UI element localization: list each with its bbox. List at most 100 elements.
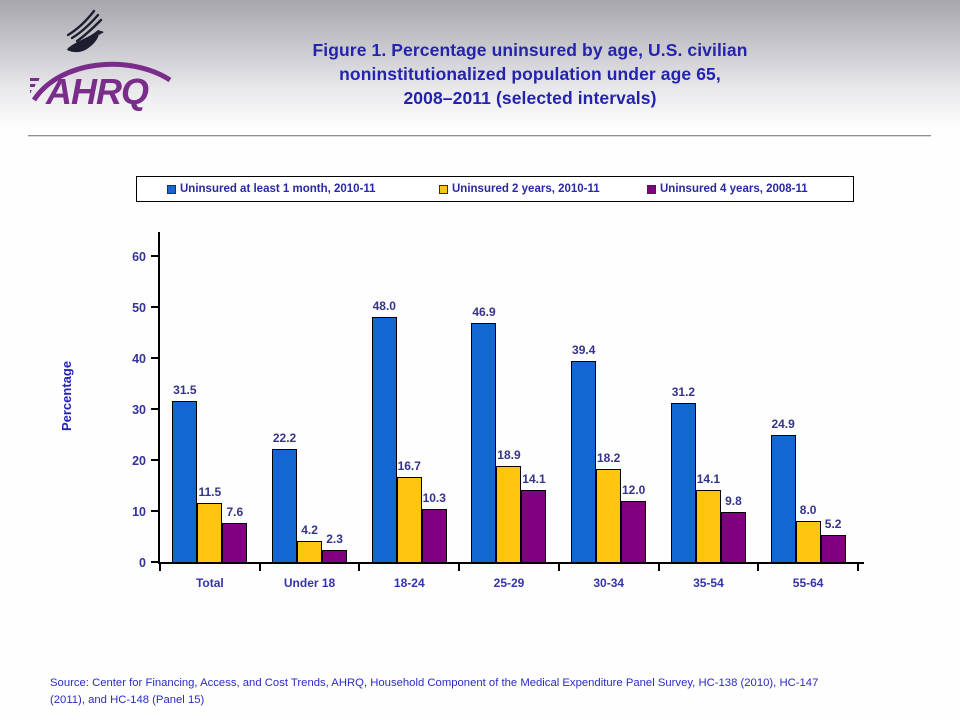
bar [272,448,298,562]
x-tick [657,564,660,571]
y-tick [151,459,158,461]
y-tick-label: 50 [132,301,146,315]
x-axis-line [158,562,864,564]
bar-group-Under 18: 22.2 4.2 2.3 Under 18 [260,232,360,590]
bar-value-label: 2.3 [326,532,343,547]
bar-group-Total: 31.5 11.5 7.6 Total [160,232,260,590]
y-tick-label: 20 [132,454,146,468]
y-tick [151,510,158,512]
bar-value-label: 14.1 [696,472,721,487]
x-axis-label: 55-64 [792,576,824,590]
bar [695,490,721,562]
bar [222,523,248,562]
bar [521,490,547,562]
x-tick [358,564,361,571]
bar [371,317,397,562]
y-axis-title: Percentage [59,360,74,432]
header-band: AHRQ Figure 1. Percentage uninsured by a… [0,0,960,128]
hhs-ahrq-logo: AHRQ [30,4,180,114]
bar-value-label: 4.2 [301,522,318,537]
bar [820,535,846,562]
y-tick [151,255,158,257]
header-divider [28,135,931,137]
bar [596,469,622,562]
bar-value-label: 31.5 [173,383,197,398]
legend-marker-blue [167,184,176,194]
bar [621,500,647,562]
bar-value-label: 10.3 [422,491,446,506]
bar-group-35-54: 31.2 14.1 9.8 35-54 [659,232,759,590]
x-tick [159,564,161,571]
bar-value-label: 12.0 [622,482,646,497]
bar [322,550,348,562]
bar-value-label: 31.2 [671,384,696,399]
bar-group-25-29: 46.9 18.9 14.1 25-29 [459,232,559,590]
legend-item-4-years: Uninsured 4 years, 2008-11 [647,177,808,201]
x-tick [557,564,560,571]
bar-value-label: 18.2 [597,451,621,466]
legend-marker-purple [647,184,656,194]
legend-marker-yellow [439,184,448,194]
y-tick-label: 40 [132,352,146,366]
bar-group-18-24: 48.0 16.7 10.3 18-24 [359,232,459,590]
bar [396,476,422,562]
bar-value-label: 11.5 [198,485,222,500]
legend-item-2-years: Uninsured 2 years, 2010-11 [439,177,600,201]
bar-group-30-34: 39.4 18.2 12.0 30-34 [559,232,659,590]
y-tick [151,561,158,563]
plot-area: 0 10 20 30 40 50 60 31.5 11.5 7.6 Total 22.2 4.2 2.3 U… [132,232,864,590]
bar [770,435,796,562]
legend-label: Uninsured at least 1 month, 2010-11 [180,183,376,195]
x-tick [757,564,760,571]
y-tick-label: 10 [132,505,146,519]
legend: Uninsured at least 1 month, 2010-11 Unin… [136,176,854,202]
bar [795,521,821,562]
legend-item-1-month: Uninsured at least 1 month, 2010-11 [167,177,376,201]
y-tick-label: 60 [132,250,146,264]
x-axis-label: 25-29 [493,576,525,590]
x-tick [857,564,859,571]
y-axis-line [158,232,160,564]
y-tick-label: 30 [132,403,146,417]
hhs-eagle-icon [66,9,104,53]
x-axis-label: Total [195,576,224,590]
bar-value-label: 24.9 [771,417,795,432]
x-axis-label: Under 18 [283,576,336,590]
source-note: Source: Center for Financing, Access, an… [50,677,819,706]
x-axis-label: 35-54 [693,576,724,590]
y-tick [151,408,158,410]
svg-text:AHRQ: AHRQ [45,71,149,112]
bar-value-label: 39.4 [572,343,596,358]
figure-title: Figure 1. Percentage uninsured by age, U… [312,40,748,109]
bar [471,322,497,562]
bar-value-label: 46.9 [472,304,496,319]
bar-value-label: 16.7 [397,458,421,473]
bar-value-label: 7.6 [226,505,244,520]
bar-value-label: 48.0 [372,299,396,314]
legend-label: Uninsured 4 years, 2008-11 [660,183,808,195]
bar [571,361,597,562]
bar [197,503,223,562]
bar-value-label: 22.2 [272,430,297,445]
bar [172,401,198,562]
y-tick-label: 0 [139,556,146,570]
bar-value-label: 14.1 [522,472,546,487]
bar-value-label: 5.2 [824,517,842,532]
bar [421,509,447,562]
bar-value-label: 18.9 [497,447,521,462]
x-tick [458,564,461,571]
y-tick [151,306,158,308]
bar [297,540,323,562]
legend-label: Uninsured 2 years, 2010-11 [452,183,600,195]
x-tick [258,564,261,571]
y-tick [151,357,158,359]
ahrq-logo: AHRQ [30,61,172,112]
x-axis-label: 30-34 [593,576,625,590]
bar-value-label: 9.8 [725,494,742,509]
bar [496,465,522,562]
bar-value-label: 8.0 [799,503,817,518]
bar [720,512,746,562]
x-axis-label: 18-24 [393,576,425,590]
bar-group-55-64: 24.9 8.0 5.2 55-64 [758,232,858,590]
